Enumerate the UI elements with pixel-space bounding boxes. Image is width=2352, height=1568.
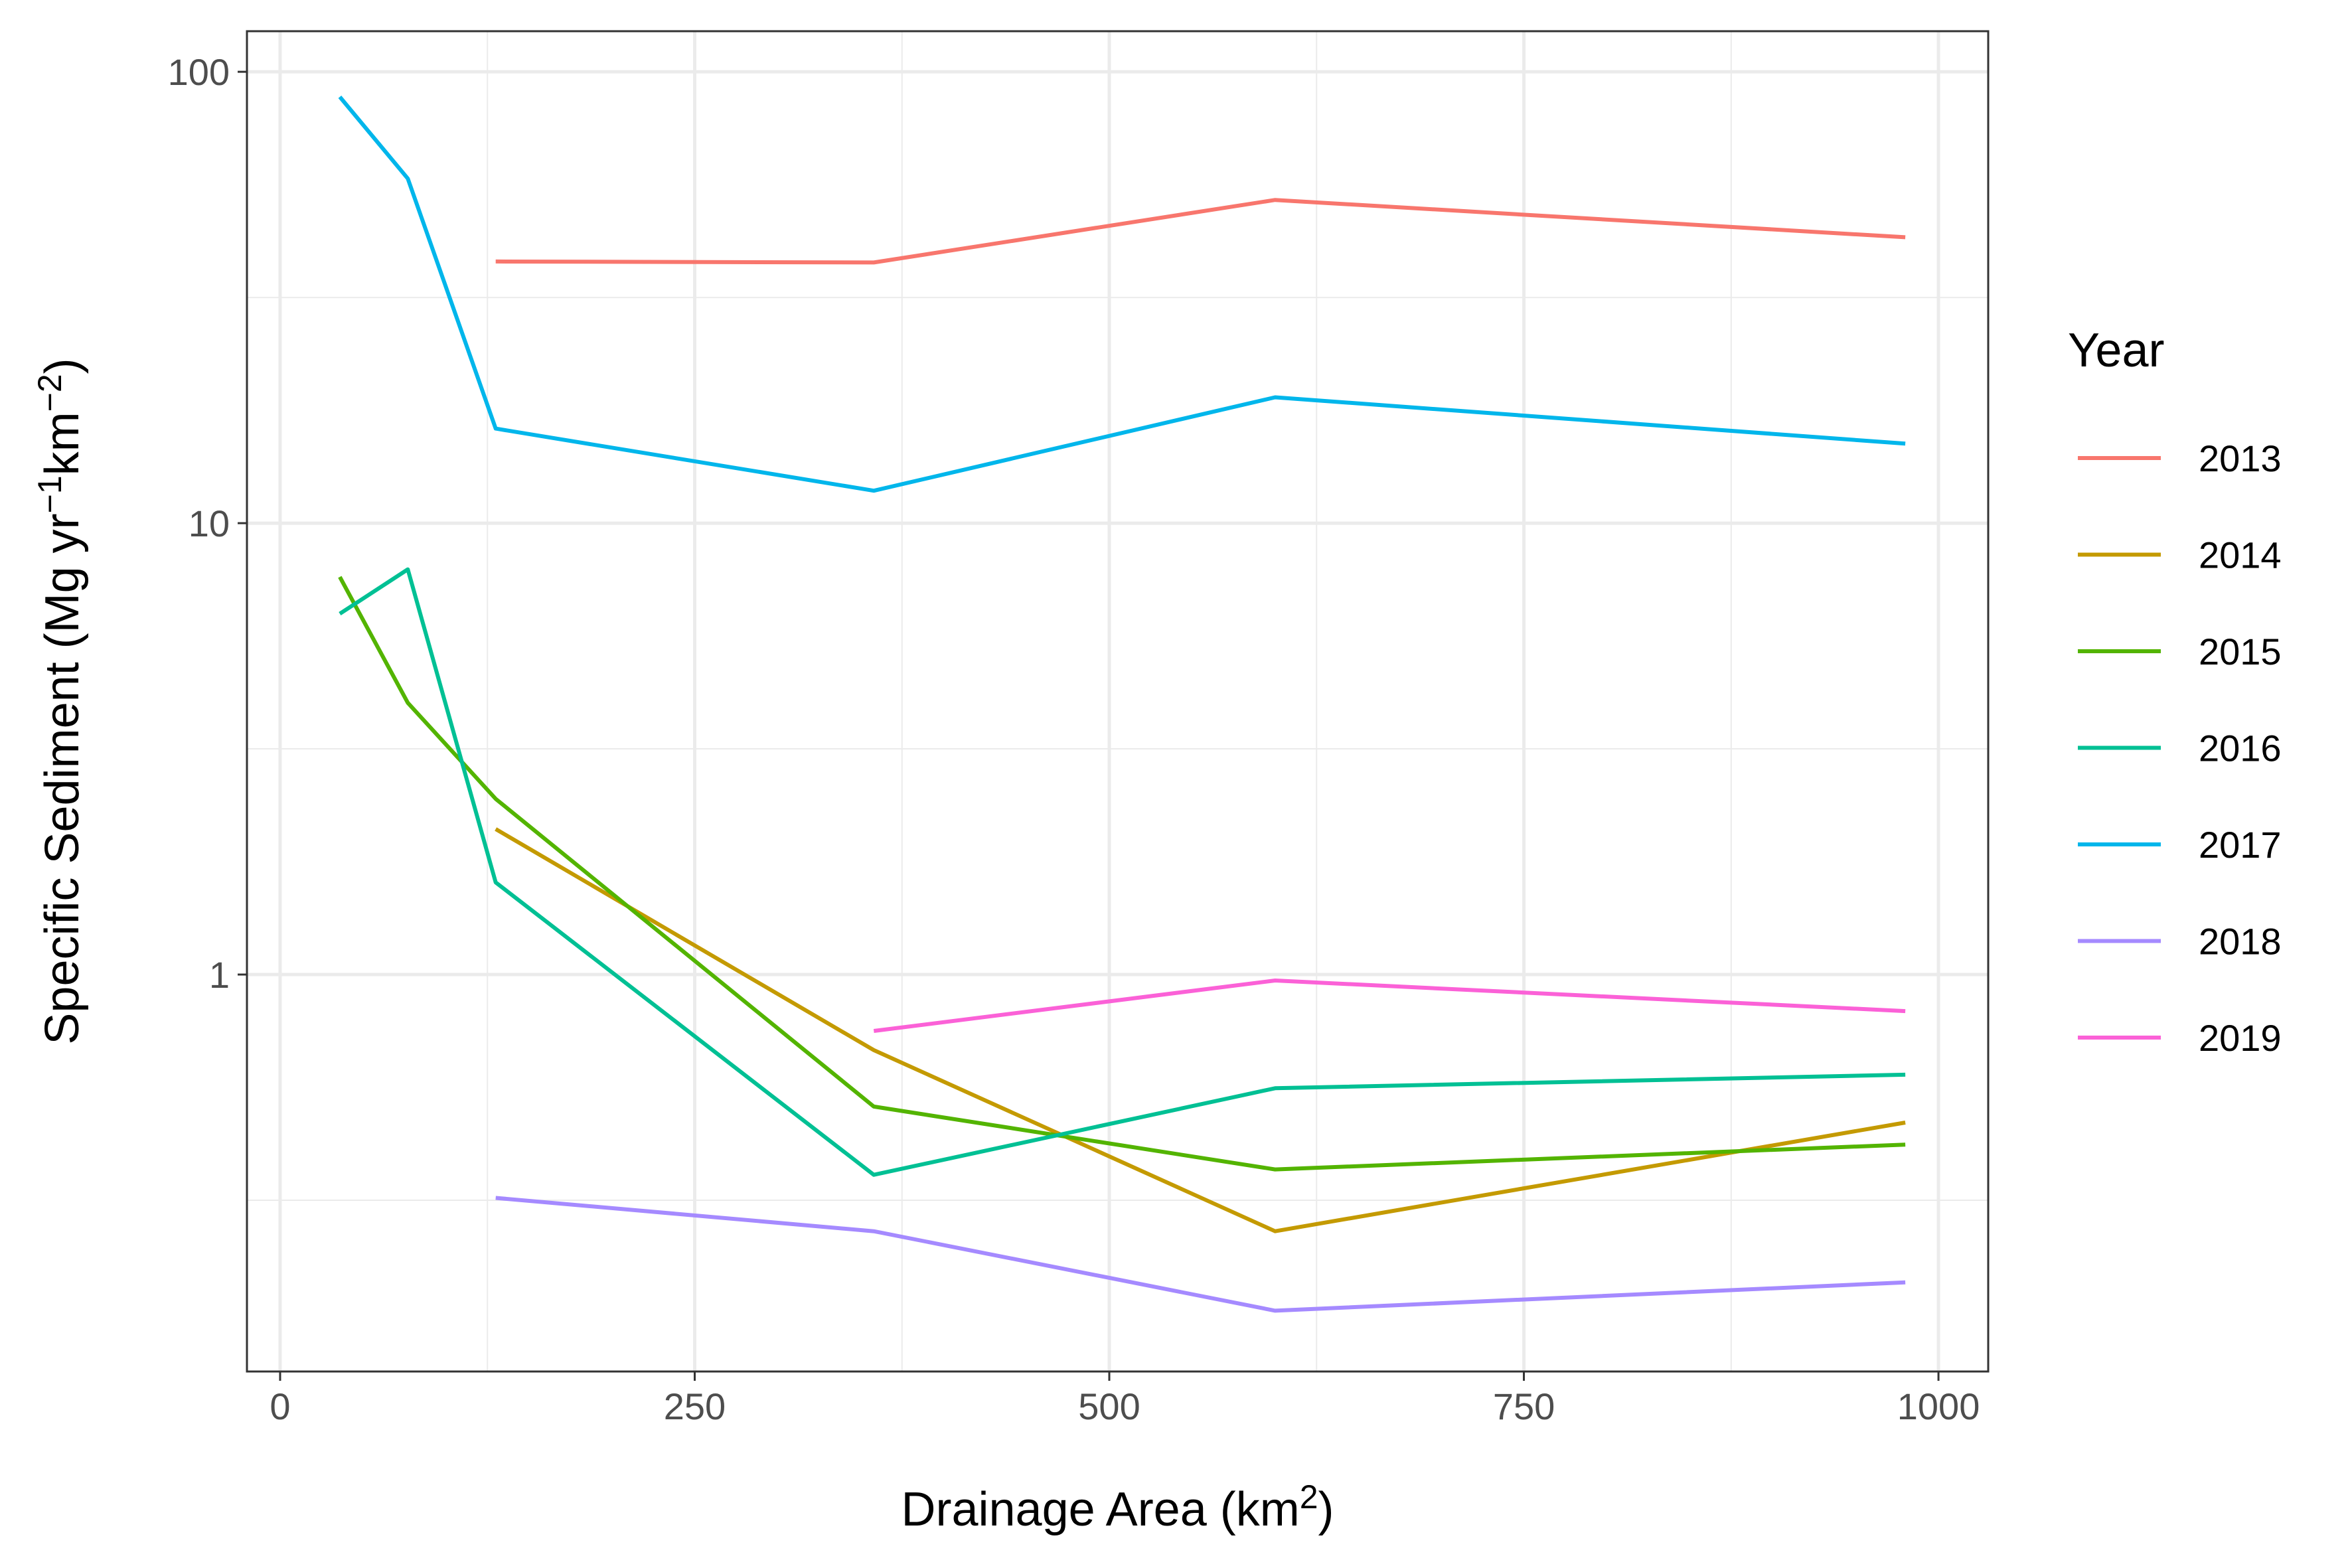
minor-gridlines	[247, 31, 1988, 1372]
legend-label-2016: 2016	[2199, 728, 2282, 769]
y-tick-label: 100	[168, 51, 230, 93]
series-line-2014	[495, 827, 1906, 1233]
legend-title: Year	[2068, 324, 2164, 377]
major-gridlines	[247, 31, 1988, 1372]
plot-panel	[247, 31, 1988, 1372]
y-tick-label: 10	[189, 503, 230, 544]
legend-label-2014: 2014	[2199, 534, 2282, 576]
legend-label-2015: 2015	[2199, 631, 2282, 672]
series-line-2013	[495, 198, 1906, 265]
x-tick-label: 250	[664, 1385, 726, 1427]
series-line-2016	[339, 567, 1906, 1177]
legend-label-2017: 2017	[2199, 824, 2282, 866]
x-axis-ticks: 0 250 500 750 1000	[270, 1372, 1980, 1427]
series-lines	[338, 95, 1906, 1313]
plot-border	[246, 30, 1990, 1373]
x-tick-label: 500	[1078, 1385, 1140, 1427]
series-line-2018	[495, 1196, 1906, 1313]
legend-label-2013: 2013	[2199, 437, 2282, 479]
series-line-2017	[338, 95, 1906, 493]
x-tick-label: 1000	[1897, 1385, 1980, 1427]
legend: Year 2013 2014 2015 2016 2017 2018 2019	[2068, 324, 2282, 1059]
y-tick-label: 1	[209, 954, 230, 996]
y-axis-title: Specific Sediment (Mg yr−1km−2)	[31, 358, 89, 1044]
x-tick-label: 750	[1493, 1385, 1555, 1427]
x-axis-title: Drainage Area (km2)	[901, 1478, 1334, 1536]
series-line-2015	[338, 576, 1906, 1172]
x-tick-label: 0	[270, 1385, 290, 1427]
series-line-2019	[873, 979, 1906, 1033]
y-axis-ticks: 1 10 100	[168, 51, 247, 996]
legend-label-2018: 2018	[2199, 921, 2282, 963]
legend-label-2019: 2019	[2199, 1017, 2282, 1059]
